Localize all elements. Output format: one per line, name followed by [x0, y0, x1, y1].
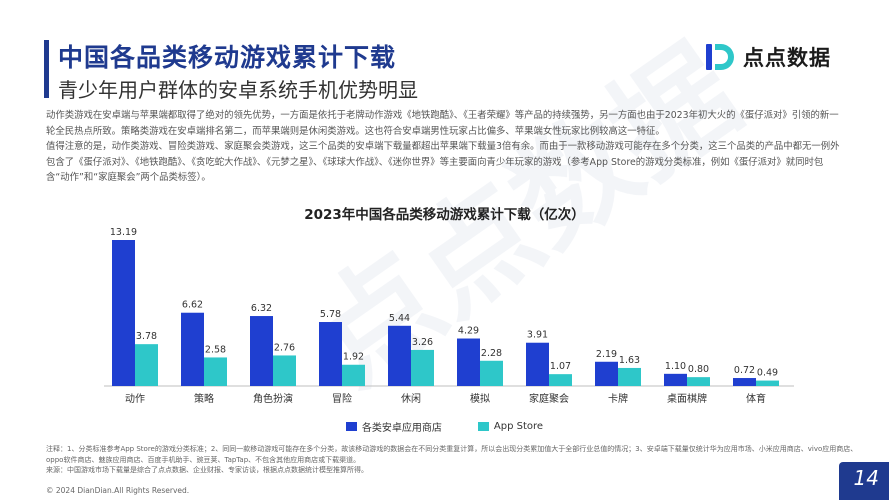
- data-label-appstore-2: 2.76: [274, 342, 295, 353]
- data-label-appstore-6: 1.07: [550, 361, 571, 372]
- x-tick-label-9: 体育: [746, 392, 766, 405]
- bar-appstore-7: [618, 367, 641, 386]
- bar-appstore-6: [549, 374, 572, 386]
- x-tick-label-3: 冒险: [332, 392, 352, 405]
- data-label-android-1: 6.62: [182, 300, 203, 311]
- data-label-android-6: 3.91: [527, 330, 548, 341]
- chart-legend: 各类安卓应用商店 App Store: [0, 419, 889, 434]
- legend-item-android: 各类安卓应用商店: [345, 419, 442, 434]
- x-tick-label-8: 桌面棋牌: [667, 392, 707, 405]
- data-label-android-3: 5.78: [320, 309, 341, 320]
- data-label-appstore-0: 3.78: [136, 331, 157, 342]
- body-paragraph-1: 动作类游戏在安卓端与苹果端都取得了绝对的领先优势，一方面是依托于老牌动作游戏《地…: [46, 110, 839, 137]
- page-number-tab: [839, 462, 889, 500]
- data-label-android-9: 0.72: [734, 365, 755, 376]
- chart-title: 2023年中国各品类移动游戏累计下载（亿次）: [304, 207, 585, 223]
- bar-appstore-2: [273, 355, 296, 386]
- bar-android-0: [112, 240, 135, 386]
- legend-label-android: 各类安卓应用商店: [361, 423, 442, 434]
- x-tick-label-5: 模拟: [470, 392, 490, 405]
- bar-appstore-4: [411, 349, 434, 386]
- data-label-appstore-8: 0.80: [688, 364, 709, 375]
- bar-android-2: [250, 316, 273, 386]
- x-tick-label-6: 家庭聚会: [529, 392, 569, 405]
- data-label-appstore-5: 2.28: [481, 348, 502, 359]
- x-tick-label-2: 角色扮演: [253, 392, 293, 405]
- body-text: 动作类游戏在安卓端与苹果端都取得了绝对的领先优势，一方面是依托于老牌动作游戏《地…: [46, 108, 846, 186]
- bar-android-8: [664, 373, 687, 386]
- logo-text: 点点数据: [743, 46, 831, 70]
- bar-android-3: [319, 322, 342, 386]
- brand-logo: 点点数据: [703, 40, 831, 74]
- bar-android-9: [733, 378, 756, 386]
- bar-android-4: [388, 325, 411, 386]
- legend-swatch-android: [345, 422, 357, 431]
- data-label-appstore-9: 0.49: [757, 368, 778, 379]
- bar-android-7: [595, 361, 618, 386]
- data-label-appstore-7: 1.63: [619, 355, 640, 366]
- bar-appstore-3: [342, 364, 365, 386]
- footnote-source: 来源：中国游戏市场下载量是综合了点点数据、企业财报、专家访谈，根据点点数据统计模…: [46, 466, 368, 474]
- data-label-android-0: 13.19: [110, 227, 137, 238]
- bar-android-6: [526, 342, 549, 386]
- bar-appstore-0: [135, 344, 158, 386]
- x-tick-label-4: 休闲: [401, 392, 421, 405]
- data-label-appstore-1: 2.58: [205, 344, 226, 355]
- diandian-logo-icon: [706, 44, 734, 70]
- data-label-android-2: 6.32: [251, 303, 272, 314]
- bar-android-5: [457, 338, 480, 386]
- bar-android-1: [181, 312, 204, 386]
- data-label-android-8: 1.10: [665, 361, 686, 372]
- legend-label-appstore: App Store: [493, 421, 544, 432]
- legend-item-appstore: App Store: [477, 419, 544, 434]
- bar-appstore-5: [480, 360, 503, 386]
- data-label-android-4: 5.44: [389, 313, 410, 324]
- bar-appstore-9: [756, 380, 779, 386]
- footnote-notes: 注释：1、分类标准参考App Store的游戏分类标准；2、同同一款移动游戏可能…: [46, 445, 858, 464]
- copyright: © 2024 DianDian.All Rights Reserved.: [46, 486, 190, 495]
- footnotes: 注释：1、分类标准参考App Store的游戏分类标准；2、同同一款移动游戏可能…: [46, 444, 866, 476]
- body-paragraph-2: 值得注意的是，动作类游戏、冒险类游戏、家庭聚会类游戏，这三个品类的安卓端下载量都…: [46, 141, 840, 183]
- title-accent-bar: [44, 40, 49, 98]
- x-tick-label-0: 动作: [125, 393, 145, 405]
- legend-swatch-appstore: [477, 422, 489, 431]
- bar-chart: 13.19 3.78 动作 6.62 2.58 策略 6.32 2.76 角色扮演 5.78 1.9…: [104, 227, 794, 405]
- data-label-appstore-3: 1.92: [343, 352, 364, 363]
- bar-appstore-8: [687, 377, 710, 386]
- data-label-android-7: 2.19: [596, 349, 617, 360]
- x-tick-label-1: 策略: [194, 392, 214, 405]
- data-label-appstore-4: 3.26: [412, 337, 433, 348]
- bar-appstore-1: [204, 357, 227, 386]
- x-tick-label-7: 卡牌: [608, 392, 628, 405]
- data-label-android-5: 4.29: [458, 326, 479, 337]
- page-number: 14: [853, 466, 879, 490]
- page-title: 中国各品类移动游戏累计下载: [58, 43, 397, 72]
- page-subtitle: 青少年用户群体的安卓系统手机优势明显: [58, 78, 418, 102]
